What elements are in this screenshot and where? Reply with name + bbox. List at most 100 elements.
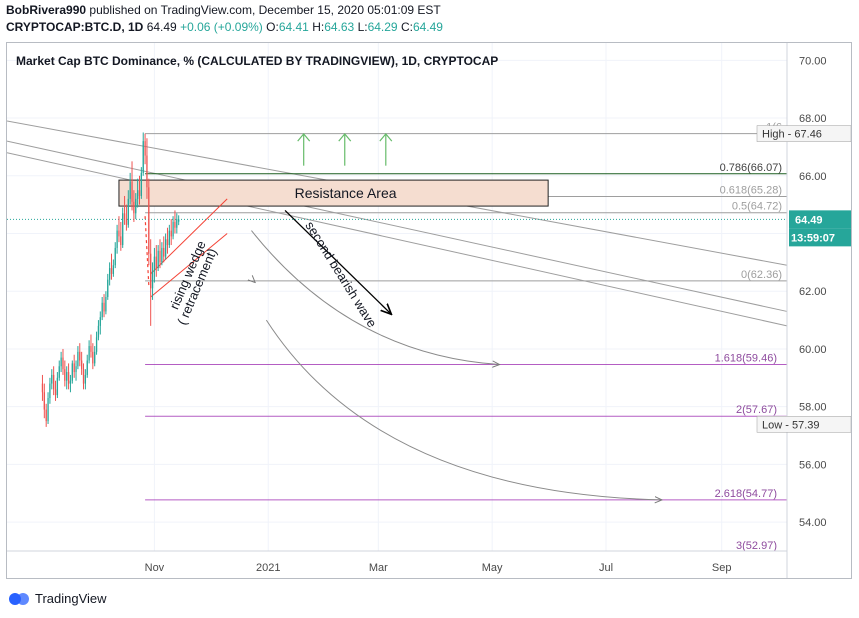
fib-level-label: 0.5(64.72) xyxy=(732,201,782,213)
candle-body xyxy=(131,181,133,202)
candle-body xyxy=(84,374,87,384)
high-label: H: xyxy=(312,20,325,34)
candle-body xyxy=(151,271,154,289)
candle-body xyxy=(41,383,44,393)
y-tick-label: 54.00 xyxy=(799,517,827,529)
close-value: 64.49 xyxy=(412,20,443,34)
high-marker-text: High - 67.46 xyxy=(762,129,822,141)
tradingview-logo-icon xyxy=(9,592,29,605)
candle-body xyxy=(45,409,47,422)
candle-body xyxy=(108,268,111,280)
fib-extension-label: 2.618(54.77) xyxy=(715,488,777,500)
candle-body xyxy=(142,141,144,173)
candle-body xyxy=(172,221,174,237)
candle-body xyxy=(120,236,122,246)
candle-body xyxy=(97,325,100,338)
x-tick-label: Sep xyxy=(712,562,732,574)
candle-body xyxy=(105,297,107,312)
candle-body xyxy=(49,383,51,399)
candle-body xyxy=(116,230,118,248)
candle-body xyxy=(125,219,128,225)
y-tick-label: 62.00 xyxy=(799,286,827,298)
candle-body xyxy=(133,201,135,214)
channel-trendline xyxy=(6,152,788,327)
target-arrowhead-icon xyxy=(338,132,352,142)
candle-body xyxy=(62,357,64,370)
countdown-box xyxy=(789,228,851,247)
wedge-lower-line xyxy=(150,233,228,298)
fib-extension-label: 2(57.67) xyxy=(736,404,777,416)
footer-brand[interactable]: TradingView xyxy=(8,591,107,606)
candle-body xyxy=(86,360,88,375)
last-price-value: 64.49 xyxy=(795,214,823,226)
candle-body xyxy=(148,187,150,254)
last-price-box xyxy=(789,210,851,229)
candles-layer xyxy=(41,132,180,427)
candle-body xyxy=(90,346,92,352)
x-tick-label: May xyxy=(482,562,503,574)
projection-curve-3 xyxy=(265,319,662,500)
fib-level-label: 0.618(65.28) xyxy=(720,185,782,197)
candle-body xyxy=(60,357,62,367)
fib-extension-label: 1.618(59.46) xyxy=(715,353,777,365)
candle-body xyxy=(88,346,90,361)
resistance-area-box xyxy=(118,179,549,207)
y-tick-label: 70.00 xyxy=(799,55,827,67)
candle-body xyxy=(144,141,146,156)
y-tick-label: 58.00 xyxy=(799,402,827,414)
candle-body xyxy=(43,392,45,410)
candle-body xyxy=(69,380,72,384)
trendline-layer xyxy=(6,120,788,327)
publish-text: published on TradingView.com, December 1… xyxy=(89,3,441,17)
fib-extension-label: 3(52.97) xyxy=(736,540,777,552)
resistance-area-label: Resistance Area xyxy=(295,185,397,201)
low-value: 64.29 xyxy=(367,20,398,34)
candle-body xyxy=(122,213,124,246)
candle-body xyxy=(146,155,148,188)
candle-body xyxy=(123,213,126,220)
candle-body xyxy=(150,253,152,289)
candle-body xyxy=(135,198,137,214)
open-value: 64.41 xyxy=(278,20,309,34)
last-price-text: 64.49 xyxy=(146,20,177,34)
candle-body xyxy=(168,230,170,246)
fib-level-label: 0.786(66.07) xyxy=(720,162,782,174)
y-tick-label: 66.00 xyxy=(799,171,827,183)
candle-body xyxy=(94,351,96,364)
candle-body xyxy=(129,181,131,199)
low-marker-text: Low - 57.39 xyxy=(762,419,819,431)
target-arrowhead-icon xyxy=(297,132,311,142)
candle-body xyxy=(80,360,83,370)
close-label: C: xyxy=(400,20,413,34)
chart-svg[interactable]: 1(60.786(66.07)0.618(65.28)0.5(64.72)0(6… xyxy=(6,43,852,578)
candle-body xyxy=(79,351,81,361)
candle-body xyxy=(66,372,68,381)
fib-level-label: 0(62.36) xyxy=(741,269,782,281)
countdown-value: 13:59:07 xyxy=(791,232,835,244)
candle-body xyxy=(176,219,178,228)
candle-body xyxy=(153,256,156,272)
candle-body xyxy=(174,221,176,228)
y-tick-label: 60.00 xyxy=(799,344,827,356)
author-name[interactable]: BobRivera990 xyxy=(6,3,87,17)
chart-title: Market Cap BTC Dominance, % (CALCULATED … xyxy=(16,54,498,68)
candle-body xyxy=(138,190,141,196)
candle-body xyxy=(67,372,70,384)
candle-body xyxy=(127,198,129,225)
candle-body xyxy=(110,268,113,274)
grid-layer xyxy=(7,43,787,551)
x-tick-label: 2021 xyxy=(256,562,280,574)
candle-body xyxy=(118,230,120,237)
symbol-label: CRYPTOCAP:BTC.D, 1D xyxy=(6,20,144,34)
candle-body xyxy=(140,172,143,196)
bearish-wave-arrow xyxy=(284,209,391,314)
candle-body xyxy=(54,389,57,396)
candle-body xyxy=(170,230,172,237)
candle-body xyxy=(82,369,85,384)
high-value: 64.63 xyxy=(324,20,355,34)
candle-body xyxy=(159,250,161,263)
chart-panel[interactable]: 1(60.786(66.07)0.618(65.28)0.5(64.72)0(6… xyxy=(6,42,852,579)
channel-trendline xyxy=(6,140,788,312)
projection-curve-1 xyxy=(251,230,499,365)
candle-body xyxy=(101,302,103,318)
